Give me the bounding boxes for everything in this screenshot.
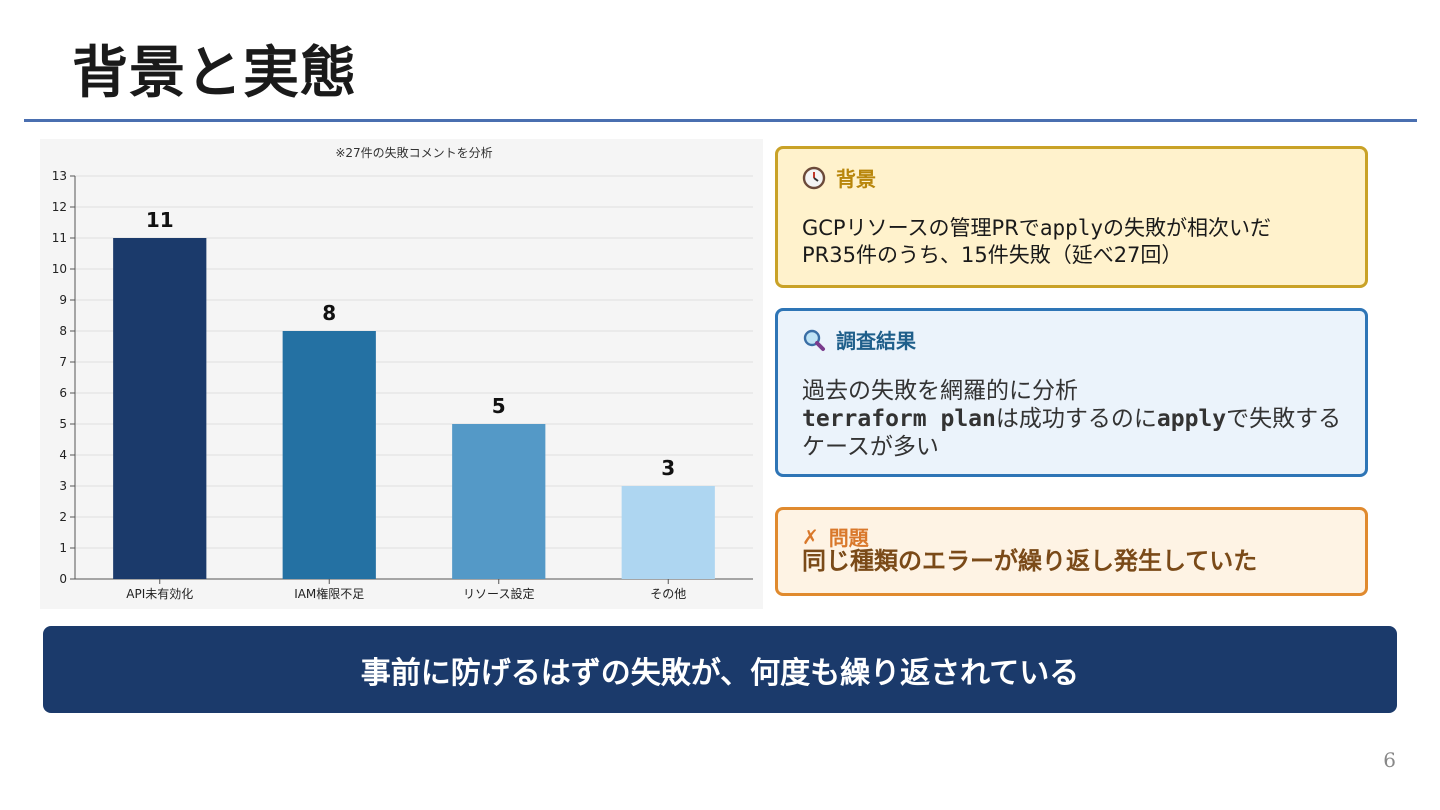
research-line-3: ケースが多い xyxy=(802,434,939,460)
y-tick-label: 4 xyxy=(59,448,67,462)
inline-code-apply: apply xyxy=(1156,406,1227,432)
bar-4 xyxy=(621,486,715,579)
inline-code-terraform-plan: terraform plan xyxy=(802,406,996,432)
x-tick-label: リソース設定 xyxy=(463,586,534,601)
y-tick-label: 0 xyxy=(59,572,67,586)
y-tick-label: 12 xyxy=(52,200,67,214)
chart-subtitle: ※27件の失敗コメントを分析 xyxy=(335,145,492,160)
inline-code-apply: apply xyxy=(1039,216,1104,240)
research-line-2: terraform planは成功するのにapplyで失敗する xyxy=(802,405,1345,433)
conclusion-text: 事前に防げるはずの失敗が、何度も繰り返されている xyxy=(360,655,1080,691)
background-card-header: 背景 xyxy=(802,163,876,192)
title-divider xyxy=(24,119,1417,122)
problem-card-body: 同じ種類のエラーが繰り返し発生していた xyxy=(802,547,1258,575)
research-card-body: 過去の失敗を網羅的に分析 terraform planは成功するのにapplyで… xyxy=(802,377,1345,461)
chart-svg: ※27件の失敗コメントを分析 012345678910111213API未有効化… xyxy=(52,145,753,601)
y-tick-label: 5 xyxy=(59,417,67,431)
y-tick-label: 2 xyxy=(59,510,67,524)
y-tick-label: 11 xyxy=(52,231,67,245)
slide-title: 背景と実態 xyxy=(72,41,357,106)
problem-card-header: ✗ 問題 xyxy=(802,522,869,551)
cross-icon: ✗ xyxy=(802,524,819,549)
magnifier-icon xyxy=(803,329,825,351)
background-text: の失敗が相次いだ xyxy=(1103,216,1272,240)
background-line-1: GCPリソースの管理PRでapplyの失敗が相次いだ xyxy=(802,215,1345,242)
page-number: 6 xyxy=(1383,748,1396,772)
y-tick-label: 9 xyxy=(59,293,67,307)
research-line-1: 過去の失敗を網羅的に分析 xyxy=(802,378,1078,404)
background-card-heading: 背景 xyxy=(836,167,876,191)
background-line-2: PR35件のうち、15件失敗（延べ27回） xyxy=(802,243,1183,267)
background-card-body: GCPリソースの管理PRでapplyの失敗が相次いだ PR35件のうち、15件失… xyxy=(802,215,1345,269)
bar-value-label: 5 xyxy=(492,394,506,418)
bar-value-label: 11 xyxy=(146,208,174,232)
research-card: 調査結果 過去の失敗を網羅的に分析 terraform planは成功するのにa… xyxy=(775,308,1368,477)
y-tick-label: 10 xyxy=(52,262,67,276)
research-card-header: 調査結果 xyxy=(802,325,916,354)
conclusion-banner: 事前に防げるはずの失敗が、何度も繰り返されている xyxy=(43,626,1397,713)
problem-card-heading: 問題 xyxy=(828,526,869,550)
problem-card: ✗ 問題 同じ種類のエラーが繰り返し発生していた xyxy=(775,507,1368,596)
research-text: で失敗する xyxy=(1226,406,1342,432)
x-tick-label: その他 xyxy=(650,587,686,601)
x-tick-label: API未有効化 xyxy=(126,586,193,601)
y-tick-label: 13 xyxy=(52,169,67,183)
failure-bar-chart: ※27件の失敗コメントを分析 0 1 2 3 4 5 6 7 8 9 10 11 12 13 API未有効化… xyxy=(40,139,763,609)
bar-value-label: 8 xyxy=(322,301,336,325)
chart-bars: 11 8 5 3 xyxy=(113,208,715,579)
bar-3 xyxy=(452,424,546,579)
research-text: は成功するのに xyxy=(995,406,1157,432)
y-tick-label: 8 xyxy=(59,324,67,338)
bar-value-label: 3 xyxy=(661,456,675,480)
bar-1 xyxy=(113,238,207,579)
background-text: GCPリソースの管理PRで xyxy=(802,216,1040,240)
y-tick-label: 6 xyxy=(59,386,67,400)
background-card: 背景 GCPリソースの管理PRでapplyの失敗が相次いだ PR35件のうち、1… xyxy=(775,146,1368,288)
y-tick-label: 1 xyxy=(59,541,67,555)
bar-2 xyxy=(282,331,376,579)
y-tick-label: 3 xyxy=(59,479,67,493)
y-tick-label: 7 xyxy=(59,355,67,369)
clock-icon xyxy=(802,166,826,189)
x-tick-label: IAM権限不足 xyxy=(294,586,364,601)
research-card-heading: 調査結果 xyxy=(836,329,916,353)
